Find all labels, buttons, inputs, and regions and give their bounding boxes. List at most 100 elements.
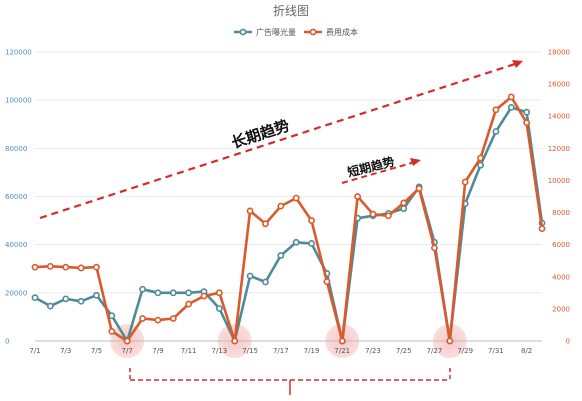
data-point-cost: [384, 212, 392, 220]
x-axis-tick-label: 7/17: [273, 347, 289, 355]
right-axis-tick-label: 14000: [548, 113, 570, 121]
data-point-ad-impressions: [292, 238, 300, 246]
x-axis-tick-label: 7/9: [152, 347, 163, 355]
x-axis-tick-label: 7/29: [457, 347, 473, 355]
data-point-ad-impressions: [185, 289, 193, 297]
data-point-cost: [46, 262, 54, 270]
left-axis-tick-label: 80000: [5, 145, 27, 153]
x-axis-tick-label: 7/25: [396, 347, 412, 355]
data-point-ad-impressions: [77, 297, 85, 305]
data-point-cost: [323, 278, 331, 285]
data-point-ad-impressions: [31, 294, 39, 302]
legend-label-ad-impressions: 广告曝光量: [256, 27, 296, 37]
legend-label-cost: 费用成本: [326, 27, 358, 37]
data-point-ad-impressions: [246, 272, 254, 280]
legend-marker-ad-impressions: [239, 28, 247, 36]
data-point-ad-impressions: [169, 289, 177, 297]
data-point-cost: [246, 207, 254, 215]
data-point-cost: [461, 178, 469, 186]
data-point-cost: [400, 199, 408, 207]
short-term-trend-line: [341, 161, 416, 184]
left-axis-tick-label: 20000: [5, 289, 27, 297]
data-point-ad-impressions: [93, 291, 100, 299]
data-point-cost: [31, 263, 39, 271]
data-point-ad-impressions: [477, 161, 484, 169]
x-axis-tick-label: 7/23: [365, 347, 381, 355]
x-axis-tick-label: 7/13: [211, 347, 227, 355]
data-point-cost: [338, 337, 346, 345]
chart-legend: 广告曝光量 费用成本: [234, 27, 358, 37]
data-point-ad-impressions: [308, 240, 315, 247]
data-point-cost: [93, 263, 100, 271]
left-axis-tick-label: 60000: [5, 193, 27, 201]
data-point-cost: [262, 220, 269, 228]
data-point-cost: [431, 244, 438, 252]
data-point-ad-impressions: [46, 302, 54, 310]
data-point-cost: [446, 337, 454, 345]
x-axis-tick-label: 7/19: [304, 347, 320, 355]
left-axis-tick-label: 40000: [5, 241, 27, 249]
data-point-cost: [492, 106, 500, 114]
data-point-ad-impressions: [400, 205, 408, 212]
right-axis-tick-label: 10000: [548, 177, 570, 185]
chart-title: 折线图: [273, 3, 309, 18]
data-point-cost: [477, 154, 484, 162]
series-line-ad-impressions: [33, 106, 544, 343]
left-axis-tick-label: 0: [5, 338, 9, 346]
series-line-cost: [33, 95, 544, 343]
x-axis-tick-label: 7/11: [181, 347, 197, 355]
right-axis-tick-label: 16000: [548, 81, 570, 89]
x-axis-tick-label: 7/27: [427, 347, 443, 355]
data-point-cost: [538, 225, 546, 233]
data-point-cost: [139, 315, 146, 322]
data-point-ad-impressions: [139, 285, 146, 293]
data-point-cost: [77, 264, 85, 272]
data-point-cost: [308, 217, 315, 224]
data-point-cost: [523, 119, 531, 127]
data-point-cost: [277, 202, 285, 210]
x-axis-tick-label: 7/31: [488, 347, 504, 355]
data-point-cost: [231, 337, 239, 345]
data-point-ad-impressions: [523, 108, 531, 116]
short-term-arrowhead: [410, 158, 421, 166]
data-point-ad-impressions: [277, 252, 285, 259]
x-axis-tick-label: 7/1: [29, 347, 40, 355]
legend-marker-cost: [309, 28, 317, 36]
data-point-ad-impressions: [262, 278, 269, 286]
long-term-arrowhead: [512, 60, 523, 68]
data-point-ad-impressions: [154, 289, 162, 297]
right-axis-tick-label: 6000: [552, 241, 570, 249]
x-axis-tick-label: 7/5: [91, 347, 102, 355]
x-axis-tick-label: 7/3: [60, 347, 71, 355]
long-term-trend-line: [39, 61, 519, 220]
data-point-ad-impressions: [507, 103, 515, 111]
left-axis-tick-label: 120000: [5, 49, 32, 57]
data-point-cost: [62, 263, 70, 271]
right-axis-tick-label: 18000: [548, 49, 570, 57]
right-axis-tick-label: 0: [566, 338, 570, 346]
left-axis-tick-label: 100000: [5, 97, 32, 105]
x-axis-tick-label: 7/15: [242, 347, 258, 355]
data-point-cost: [108, 327, 116, 335]
data-point-cost: [154, 316, 162, 324]
x-axis-tick-label: 7/7: [122, 347, 133, 355]
right-axis-tick-label: 4000: [552, 273, 570, 281]
data-point-ad-impressions: [492, 128, 500, 135]
x-axis-tick-label: 7/21: [334, 347, 350, 355]
data-point-cost: [185, 300, 193, 308]
data-point-ad-impressions: [62, 295, 70, 303]
right-axis-tick-label: 12000: [548, 145, 570, 153]
data-point-cost: [169, 315, 177, 322]
data-point-cost: [215, 289, 223, 297]
right-axis-tick-label: 2000: [552, 305, 570, 313]
data-point-cost: [507, 93, 515, 101]
short-term-trend-label: 短期趋势: [346, 154, 396, 180]
right-axis-tick-label: 8000: [552, 209, 570, 217]
data-point-ad-impressions: [215, 305, 223, 312]
data-point-cost: [354, 193, 362, 200]
data-point-cost: [123, 337, 131, 345]
data-point-cost: [415, 185, 423, 192]
data-point-ad-impressions: [108, 312, 116, 320]
data-point-cost: [200, 292, 208, 300]
